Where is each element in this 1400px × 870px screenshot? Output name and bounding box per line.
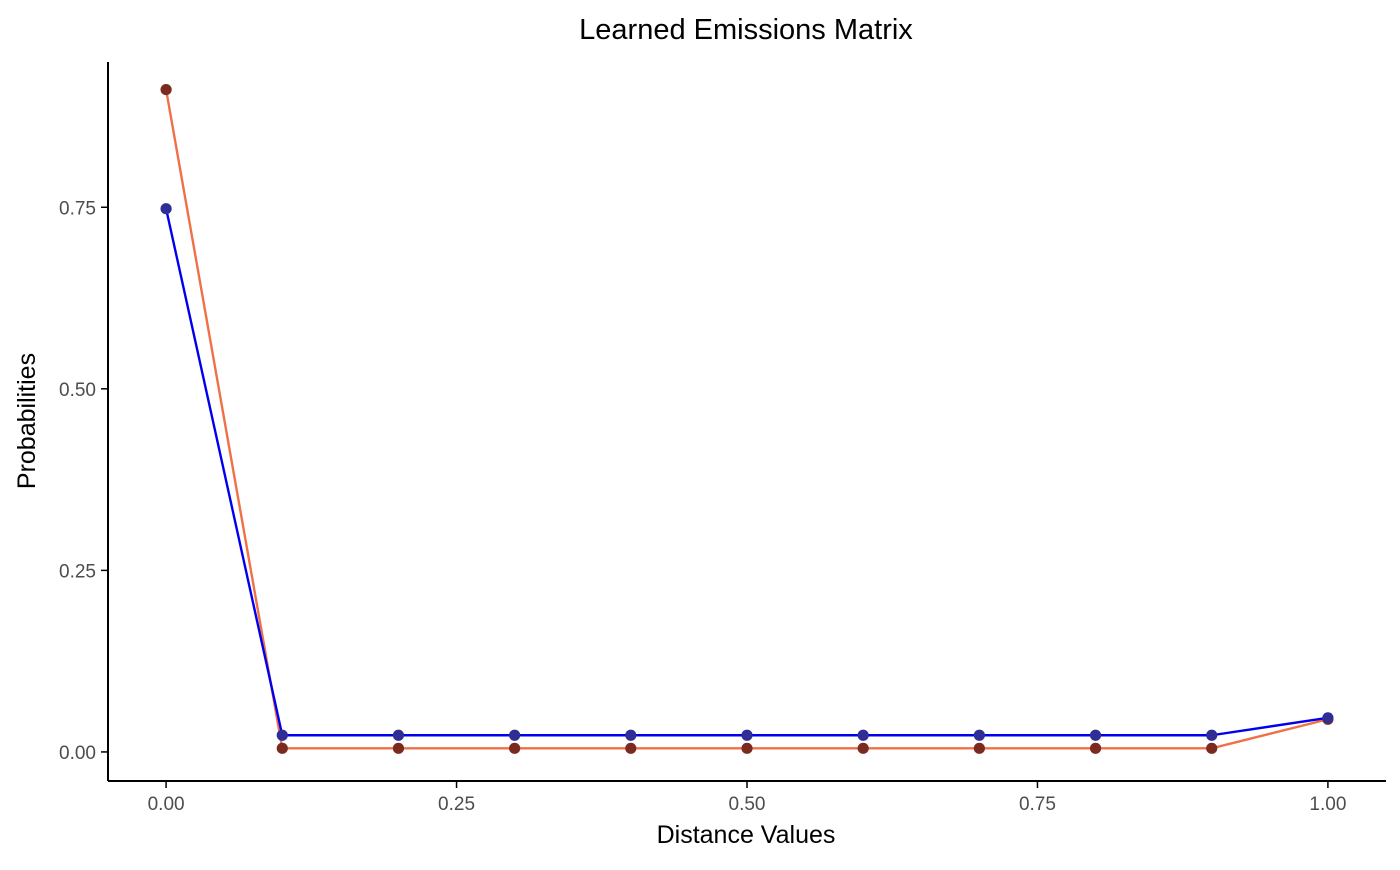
series-1 — [164, 89, 1329, 750]
series-2-point — [741, 729, 753, 741]
series-1-point — [741, 742, 753, 754]
y-tick-label: 0.00 — [59, 743, 96, 764]
series-2-point — [1322, 712, 1334, 724]
x-axis-title: Distance Values — [657, 821, 836, 849]
y-tick-label: 0.75 — [59, 198, 96, 219]
series-1-point — [160, 83, 172, 96]
series-2-point — [625, 729, 637, 741]
series-2-point — [1089, 729, 1102, 741]
y-tick-label: 0.25 — [59, 561, 96, 582]
series-1-points — [160, 83, 1334, 754]
series-1-point — [509, 742, 521, 754]
series-1-point — [392, 742, 405, 754]
x-tick-label: 0.00 — [148, 794, 185, 815]
x-ticks: 0.00 0.25 0.50 0.75 1.00 — [148, 781, 1346, 815]
series-2-point — [276, 729, 288, 741]
series-1-point — [1206, 742, 1218, 754]
series-2-point — [160, 203, 172, 215]
series-2-point — [1206, 729, 1218, 741]
series-1-point — [1089, 742, 1102, 754]
series-2-point — [973, 729, 985, 741]
x-axis: 0.00 0.25 0.50 0.75 1.00 — [108, 780, 1386, 815]
y-axis: 0.00 0.25 0.50 0.75 — [59, 62, 109, 781]
chart-title: Learned Emissions Matrix — [579, 14, 913, 46]
series-2-point — [857, 729, 869, 741]
series-2-line — [164, 208, 1329, 737]
plot-series — [160, 83, 1334, 754]
series-1-point — [625, 742, 637, 754]
series-2-point — [392, 729, 405, 741]
x-tick-label: 0.25 — [438, 794, 475, 815]
series-1-point — [973, 742, 985, 754]
series-1-line — [164, 89, 1329, 750]
x-tick-label: 0.50 — [729, 794, 766, 815]
x-tick-label: 0.75 — [1019, 794, 1056, 815]
series-1-point — [857, 742, 869, 754]
y-tick-label: 0.50 — [59, 380, 96, 401]
series-2-point — [509, 729, 521, 741]
series-2 — [164, 208, 1329, 737]
y-ticks: 0.00 0.25 0.50 0.75 — [59, 198, 108, 764]
x-tick-label: 1.00 — [1309, 794, 1346, 815]
series-2-points — [160, 203, 1334, 741]
series-1-point — [276, 742, 288, 754]
y-axis-title: Probabilities — [13, 353, 41, 489]
